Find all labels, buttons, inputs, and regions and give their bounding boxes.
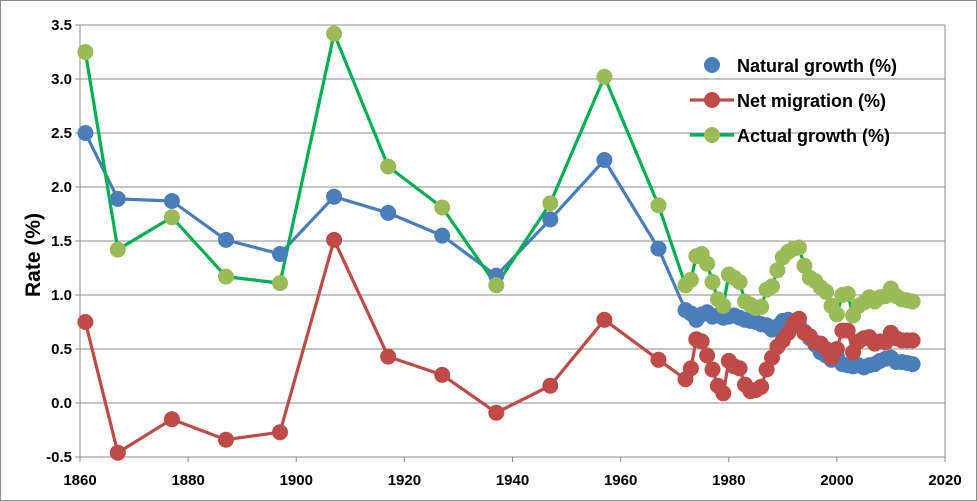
- data-point: [682, 360, 699, 377]
- data-point: [904, 332, 921, 349]
- data-point: [542, 377, 559, 394]
- data-point: [163, 411, 180, 428]
- legend: Natural growth (%) Net migration (%) Actua…: [690, 56, 897, 146]
- data-point: [764, 278, 780, 295]
- data-point: [109, 444, 126, 461]
- data-point: [380, 204, 397, 221]
- data-point: [272, 246, 288, 262]
- data-point: [699, 255, 716, 272]
- y-tick-label: 2.0: [51, 179, 72, 196]
- y-tick-label: 1.0: [51, 287, 72, 304]
- data-point: [218, 431, 234, 448]
- series: [77, 25, 921, 461]
- data-point: [109, 241, 126, 258]
- legend-label: Natural growth (%): [737, 56, 897, 76]
- data-point: [704, 274, 721, 290]
- legend-marker: [704, 92, 720, 108]
- data-point: [380, 158, 397, 175]
- y-tick-label: 0.0: [51, 395, 72, 412]
- x-tick-label: 1980: [712, 472, 745, 489]
- data-point: [715, 385, 732, 402]
- x-tick-labels: 1860 1880 1900 1920 1940 1960 1980 2000 2020: [63, 472, 961, 489]
- data-point: [434, 199, 451, 216]
- data-point: [272, 424, 288, 441]
- data-point: [650, 240, 667, 257]
- data-point: [904, 356, 921, 373]
- y-axis-title: Rate (%): [22, 213, 45, 297]
- data-point: [693, 333, 710, 350]
- data-point: [109, 190, 126, 207]
- data-point: [904, 293, 921, 310]
- data-point: [715, 297, 732, 314]
- y-tick-label: 2.5: [51, 125, 72, 142]
- data-point: [650, 351, 667, 368]
- data-point: [818, 283, 835, 300]
- x-tick-label: 2020: [928, 472, 961, 489]
- data-point: [796, 257, 813, 274]
- y-tick-label: 3.0: [51, 71, 72, 88]
- data-point: [596, 311, 613, 328]
- data-point: [434, 366, 451, 383]
- data-point: [542, 195, 559, 212]
- data-point: [682, 271, 699, 288]
- data-point: [434, 227, 451, 244]
- legend-marker: [704, 57, 720, 73]
- data-point: [77, 314, 94, 330]
- data-point: [769, 262, 786, 279]
- data-point: [731, 360, 748, 377]
- y-tick-label: 3.5: [51, 17, 72, 34]
- data-point: [77, 125, 94, 141]
- data-point: [218, 231, 234, 248]
- data-point: [488, 277, 505, 294]
- x-tick-label: 1920: [388, 472, 421, 489]
- data-point: [791, 310, 807, 327]
- y-tick-labels: -0.5 0.0 0.5 1.0 1.5 2.0 2.5 3.0 3.5: [46, 17, 72, 466]
- axes: [75, 24, 946, 462]
- data-point: [828, 306, 845, 323]
- x-tick-label: 1860: [63, 472, 96, 489]
- data-point: [791, 239, 807, 256]
- data-point: [163, 193, 180, 209]
- legend-marker: [704, 127, 720, 143]
- x-tick-label: 2000: [820, 472, 853, 489]
- y-tick-label: -0.5: [46, 449, 72, 466]
- data-point: [596, 152, 613, 168]
- data-point: [488, 404, 505, 421]
- legend-label: Net migration (%): [737, 91, 886, 111]
- data-point: [163, 209, 180, 226]
- data-point: [326, 188, 343, 205]
- y-tick-label: 0.5: [51, 341, 72, 358]
- data-point: [77, 44, 94, 60]
- data-point: [839, 322, 856, 339]
- gridlines: [80, 24, 945, 458]
- data-point: [699, 347, 716, 364]
- data-point: [326, 231, 343, 248]
- x-tick-label: 1900: [280, 472, 313, 489]
- data-point: [218, 268, 234, 285]
- y-tick-label: 1.5: [51, 233, 72, 250]
- data-point: [753, 298, 770, 315]
- data-point: [542, 211, 559, 228]
- data-point: [650, 197, 667, 214]
- data-point: [753, 378, 770, 395]
- legend-label: Actual growth (%): [737, 126, 890, 146]
- data-point: [596, 68, 613, 85]
- x-tick-label: 1960: [604, 472, 637, 489]
- data-point: [272, 275, 288, 292]
- data-point: [839, 285, 856, 302]
- data-point: [758, 361, 775, 378]
- data-point: [326, 25, 343, 42]
- x-tick-label: 1880: [171, 472, 204, 489]
- data-point: [731, 274, 748, 290]
- x-tick-label: 1940: [496, 472, 529, 489]
- data-point: [828, 341, 845, 357]
- data-point: [380, 348, 397, 365]
- data-point: [704, 361, 721, 378]
